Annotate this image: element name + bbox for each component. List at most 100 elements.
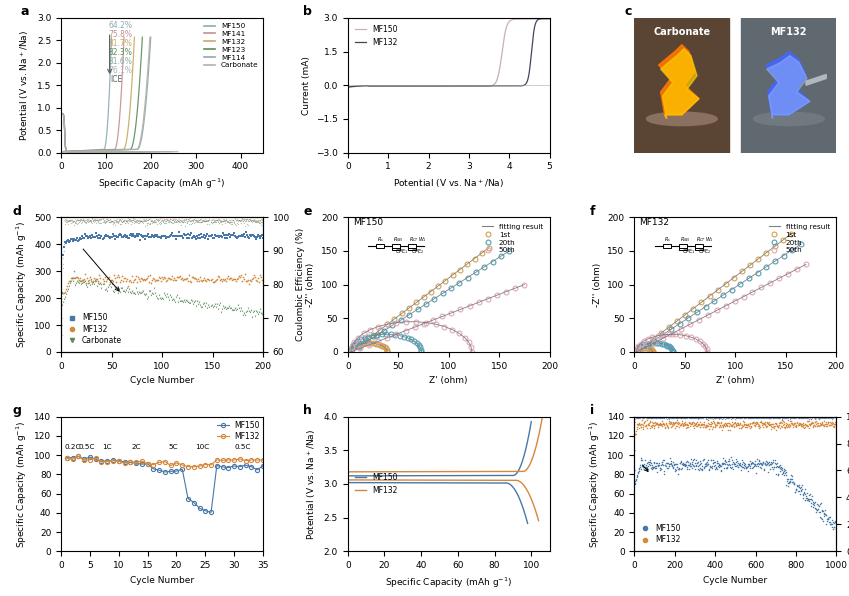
MF132 [85, 456, 95, 463]
Point [651, 413, 665, 423]
MF150 [794, 482, 807, 492]
MF150 [630, 471, 644, 481]
MF132 [828, 420, 841, 429]
MF150 [256, 233, 270, 243]
Point [119, 216, 132, 226]
MF141 [119, 33, 129, 41]
MF150 [783, 478, 796, 488]
MF150 [635, 465, 649, 474]
MF150 [135, 231, 149, 241]
MF132 [61, 279, 75, 288]
MF150 [751, 457, 765, 466]
Carbonate [82, 278, 96, 288]
Carbonate [137, 290, 150, 299]
MF150 [706, 458, 720, 468]
Point [111, 218, 125, 228]
Point [745, 412, 759, 422]
MF132 [235, 455, 245, 462]
Point [793, 412, 807, 422]
MF132 [197, 275, 211, 285]
MF150 [538, 15, 548, 23]
MF150 [779, 468, 792, 478]
MF132 [236, 272, 250, 282]
MF132 [734, 420, 748, 430]
MF141 [96, 147, 106, 154]
MF150 [87, 232, 101, 241]
Point [233, 216, 246, 226]
MF150 [694, 458, 707, 468]
20th [347, 344, 357, 351]
MF132 [59, 287, 72, 297]
1st [373, 340, 383, 347]
Point [249, 216, 262, 225]
Point [776, 413, 790, 423]
Point [820, 414, 834, 423]
MF150 [245, 230, 259, 240]
MF150 [173, 232, 187, 241]
MF132 [675, 418, 689, 428]
MF132 [158, 273, 171, 283]
Point [97, 215, 110, 225]
MF132 [745, 418, 759, 428]
MF132 [695, 419, 709, 429]
Point [145, 216, 159, 226]
MF150 [678, 460, 691, 470]
Point [235, 215, 249, 224]
Point [112, 215, 126, 224]
MF132 [107, 271, 121, 280]
Point [654, 414, 667, 423]
MF132 [741, 419, 755, 429]
Point [785, 412, 799, 422]
Point [158, 218, 171, 228]
MF132 [644, 421, 657, 431]
MF150 [790, 485, 803, 494]
Point [792, 412, 806, 422]
Point [115, 217, 128, 226]
MF150 [642, 461, 655, 471]
MF132 [703, 421, 717, 430]
Point [708, 414, 722, 423]
Point [739, 413, 753, 423]
MF150 [697, 462, 711, 472]
Point [168, 216, 182, 225]
Point [782, 412, 796, 422]
Carbonate [161, 293, 175, 302]
MF132 [91, 455, 101, 462]
Point [223, 217, 237, 226]
1st [375, 341, 385, 348]
Point [61, 216, 75, 225]
Carbonate [225, 305, 239, 314]
MF150 [705, 461, 718, 470]
Point [250, 218, 264, 227]
Point [810, 412, 824, 422]
MF150 [208, 231, 222, 240]
Carbonate [160, 293, 173, 302]
MF150 [118, 229, 132, 239]
MF132 [218, 274, 232, 283]
Point [75, 216, 88, 225]
MF132 [801, 417, 814, 426]
MF150 [188, 231, 201, 241]
Point [198, 216, 211, 225]
MF150 [770, 458, 784, 468]
MF150 [673, 459, 687, 468]
Y-axis label: Specific Capacity (mAh g$^{-1}$): Specific Capacity (mAh g$^{-1}$) [588, 420, 602, 548]
MF132 [749, 419, 762, 429]
Carbonate [135, 287, 149, 296]
Point [181, 218, 194, 228]
MF150 [796, 493, 809, 503]
Point [95, 214, 109, 224]
Point [682, 412, 695, 422]
Point [71, 215, 85, 225]
Point [804, 412, 818, 421]
MF132 [129, 271, 143, 281]
MF132 [694, 419, 707, 429]
MF132 [97, 458, 107, 465]
Point [784, 413, 798, 423]
MF150 [723, 462, 737, 472]
MF150 [723, 460, 737, 470]
MF150 [211, 462, 222, 469]
MF150 [684, 461, 698, 471]
MF150 [71, 236, 85, 246]
Point [182, 215, 195, 224]
